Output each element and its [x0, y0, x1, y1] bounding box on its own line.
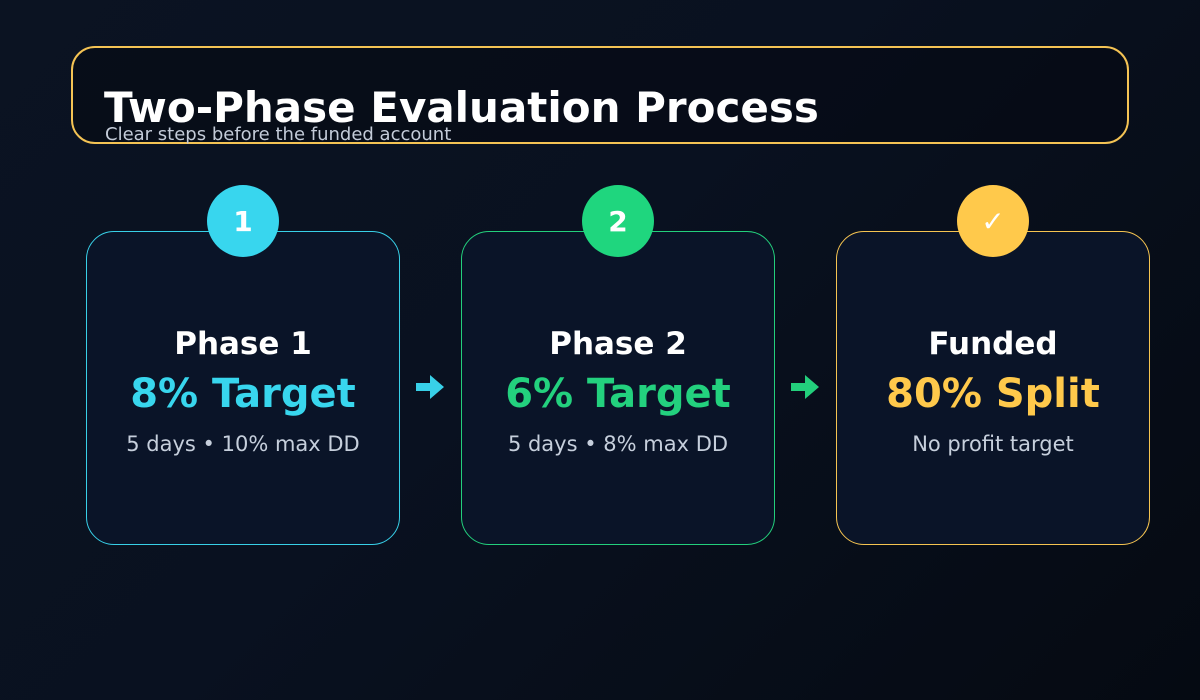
arrow-right-icon — [791, 375, 819, 399]
phase-1-target: 8% Target — [130, 371, 356, 417]
check-icon: ✓ — [957, 185, 1029, 257]
funded-split: 80% Split — [886, 371, 1100, 417]
phase-1-card: Phase 1 8% Target 5 days • 10% max DD — [86, 231, 400, 545]
page-title: Two-Phase Evaluation Process — [104, 83, 819, 132]
phase-2-badge: 2 — [582, 185, 654, 257]
phase-1-title: Phase 1 — [174, 326, 312, 362]
funded-card: Funded 80% Split No profit target — [836, 231, 1150, 545]
page-subtitle: Clear steps before the funded account — [105, 124, 452, 145]
funded-details: No profit target — [912, 432, 1074, 456]
header-panel — [71, 46, 1129, 144]
phase-2-card: Phase 2 6% Target 5 days • 8% max DD — [461, 231, 775, 545]
phase-2-details: 5 days • 8% max DD — [507, 432, 729, 456]
phase-2-target: 6% Target — [505, 371, 731, 417]
phase-2-title: Phase 2 — [549, 326, 687, 362]
phase-1-details: 5 days • 10% max DD — [126, 432, 360, 456]
arrow-right-icon — [416, 375, 444, 399]
phase-1-badge: 1 — [207, 185, 279, 257]
funded-title: Funded — [928, 326, 1058, 362]
